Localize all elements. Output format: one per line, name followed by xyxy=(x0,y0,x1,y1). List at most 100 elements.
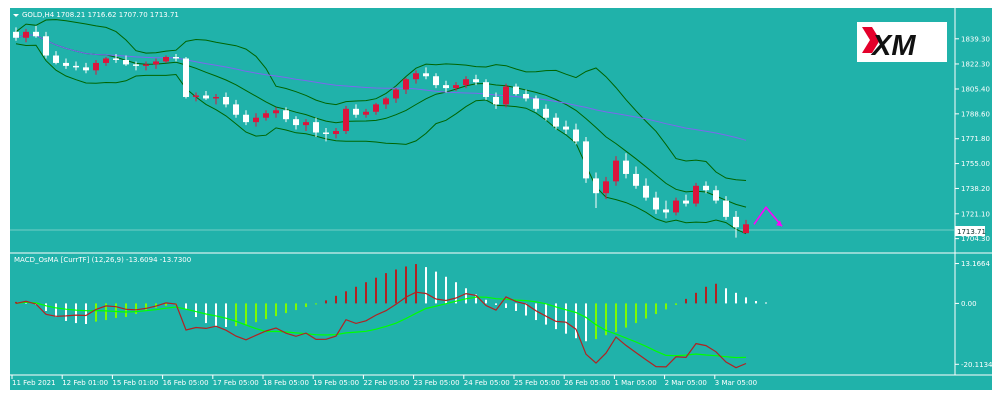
bear-candle xyxy=(513,83,519,96)
bear-candle xyxy=(203,91,209,100)
histogram-bar xyxy=(345,291,347,304)
macd-histogram xyxy=(15,264,767,342)
candle-body xyxy=(643,185,649,198)
price-tick-label: 1788.60 xyxy=(961,110,990,118)
bull-candle xyxy=(333,128,339,139)
candle-body xyxy=(353,108,359,115)
price-tick-label: 1771.80 xyxy=(961,135,990,143)
bull-candle xyxy=(303,119,309,132)
histogram-bar xyxy=(165,303,167,306)
price-tick-label: 1805.40 xyxy=(961,85,990,93)
histogram-bar xyxy=(665,303,667,310)
candle-body xyxy=(723,200,729,217)
bull-candle xyxy=(93,59,99,75)
histogram-bar xyxy=(65,303,67,321)
histogram-bar xyxy=(145,303,147,311)
candle-body xyxy=(573,129,579,142)
candle-body xyxy=(443,85,449,89)
bull-candle xyxy=(343,105,349,134)
candle-body xyxy=(323,132,329,134)
bear-candle xyxy=(723,196,729,220)
bear-candle xyxy=(653,191,659,214)
histogram-bar xyxy=(635,303,637,324)
time-tick-label: 2 Mar 05:00 xyxy=(665,379,707,387)
candle-body xyxy=(23,31,29,38)
histogram-bar xyxy=(595,303,597,340)
candle-body xyxy=(73,65,79,68)
time-tick-label: 19 Feb 05:00 xyxy=(313,379,359,387)
moving-average xyxy=(15,34,747,141)
histogram-bar xyxy=(95,303,97,322)
candles[interactable] xyxy=(13,25,749,238)
macd-line xyxy=(15,291,747,369)
bear-candle xyxy=(683,194,689,207)
bull-candle xyxy=(673,197,679,216)
dropdown-triangle-icon[interactable] xyxy=(13,14,19,17)
candle-body xyxy=(343,108,349,132)
time-tick-label: 17 Feb 05:00 xyxy=(213,379,259,387)
bear-candle xyxy=(493,92,499,109)
bull-candle xyxy=(103,57,109,66)
bull-candle xyxy=(23,28,29,43)
bull-candle xyxy=(393,88,399,103)
candle-body xyxy=(303,122,309,126)
histogram-bar xyxy=(745,297,747,304)
candle-body xyxy=(153,61,159,65)
candle-body xyxy=(673,200,679,213)
bull-candle xyxy=(403,77,409,95)
bear-candle xyxy=(133,61,139,71)
arrow-head-icon xyxy=(776,220,782,227)
time-axis: 11 Feb 2021 12 Feb 01:00 15 Feb 01:00 16 Fe… xyxy=(11,375,757,387)
bull-candle xyxy=(453,82,459,92)
histogram-bar xyxy=(475,294,477,304)
time-tick-label: 24 Feb 05:00 xyxy=(464,379,510,387)
macd-lines xyxy=(15,291,747,369)
histogram-bar xyxy=(255,303,257,323)
histogram-bar xyxy=(555,303,557,330)
bear-candle xyxy=(703,181,709,194)
time-tick-label: 11 Feb 2021 xyxy=(12,379,56,387)
price-tick-label: 1839.30 xyxy=(961,35,990,43)
bull-candle xyxy=(363,108,369,118)
histogram-bar xyxy=(115,303,117,318)
histogram-bar xyxy=(715,283,717,304)
candle-body xyxy=(13,31,19,38)
macd-tick-label: 13.1664 xyxy=(961,260,990,268)
candle-body xyxy=(333,131,339,134)
histogram-bar xyxy=(685,298,687,304)
candle-body xyxy=(173,57,179,59)
time-tick-label: 15 Feb 01:00 xyxy=(112,379,158,387)
histogram-bar xyxy=(385,273,387,304)
histogram-bar xyxy=(225,303,227,328)
candle-body xyxy=(423,73,429,77)
candle-body xyxy=(53,55,59,63)
histogram-bar xyxy=(425,267,427,304)
time-tick-label: 23 Feb 05:00 xyxy=(414,379,460,387)
bear-candle xyxy=(13,27,19,41)
time-tick-label: 22 Feb 05:00 xyxy=(363,379,409,387)
histogram-bar xyxy=(265,303,267,320)
candle-body xyxy=(523,94,529,99)
histogram-bar xyxy=(645,303,647,319)
histogram-bar xyxy=(565,303,567,334)
bear-candle xyxy=(83,62,89,74)
histogram-bar xyxy=(85,303,87,324)
histogram-bar xyxy=(735,292,737,304)
candle-body xyxy=(743,224,749,234)
histogram-bar xyxy=(755,300,757,304)
bull-candle xyxy=(153,58,159,69)
histogram-bar xyxy=(55,303,57,318)
histogram-bar xyxy=(465,288,467,304)
time-tick-label: 12 Feb 01:00 xyxy=(62,379,108,387)
histogram-bar xyxy=(275,303,277,317)
histogram-bar xyxy=(215,303,217,327)
bear-candle xyxy=(323,128,329,142)
bear-candle xyxy=(313,117,319,137)
histogram-bar xyxy=(525,303,527,316)
candle-body xyxy=(113,58,119,60)
histogram-bar xyxy=(305,303,307,308)
candle-body xyxy=(633,173,639,186)
candle-body xyxy=(593,178,599,194)
candle-body xyxy=(513,86,519,95)
